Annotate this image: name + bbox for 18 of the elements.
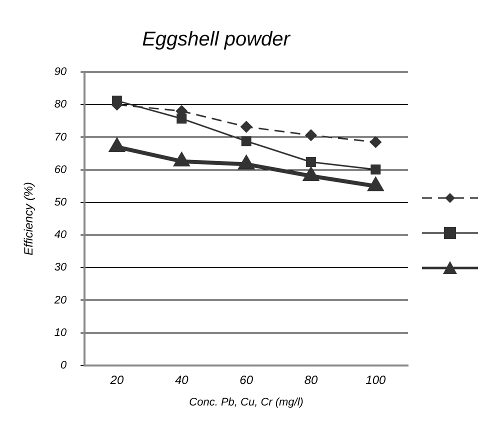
x-axis-title: Conc. Pb, Cu, Cr (mg/l) xyxy=(189,396,304,408)
x-tick-label: 20 xyxy=(109,372,124,387)
chart-title: Eggshell powder xyxy=(142,28,292,51)
x-tick-label: 40 xyxy=(174,372,189,387)
y-tick-label: 40 xyxy=(54,229,68,242)
x-tick-label: 100 xyxy=(366,372,386,387)
y-tick-label: 20 xyxy=(53,294,68,306)
y-axis-title: Efficiency (%) xyxy=(22,182,36,256)
x-tick-label: 60 xyxy=(240,372,254,387)
y-tick-label: 0 xyxy=(60,359,68,372)
y-tick-label: 10 xyxy=(54,326,68,339)
x-tick-label: 80 xyxy=(304,372,318,387)
y-tick-label: 50 xyxy=(54,196,68,208)
y-tick-label: 60 xyxy=(54,164,68,176)
y-tick-label: 80 xyxy=(54,98,68,111)
y-tick-label: 90 xyxy=(54,66,68,78)
y-tick-label: 30 xyxy=(54,262,68,274)
y-tick-label: 70 xyxy=(54,131,68,144)
